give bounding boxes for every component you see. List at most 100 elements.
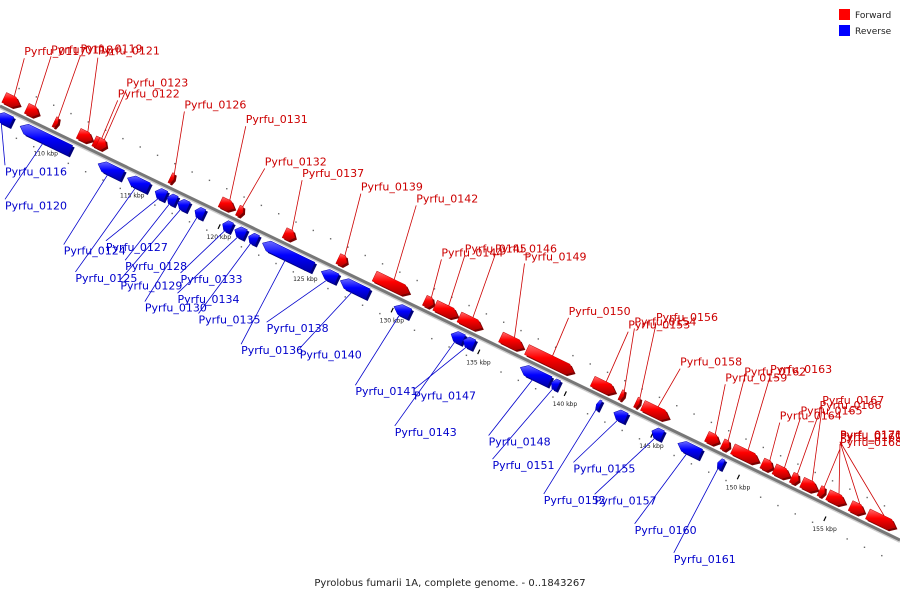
- gene-label[interactable]: Pyrfu_0118: [51, 43, 113, 56]
- gene-pyrfu-0155[interactable]: [613, 409, 629, 424]
- gene-pyrfu-0148[interactable]: [519, 365, 553, 387]
- gene-label[interactable]: Pyrfu_0143: [395, 426, 457, 439]
- gene-pyrfu-0151[interactable]: [551, 378, 562, 392]
- gene-label[interactable]: Pyrfu_0152: [544, 494, 606, 507]
- gene-label[interactable]: Pyrfu_0126: [184, 98, 246, 111]
- gene-pyrfu-0149[interactable]: [498, 331, 524, 351]
- gene-pyrfu-0131[interactable]: [217, 196, 235, 211]
- gene-label[interactable]: Pyrfu_0136: [241, 344, 303, 357]
- gene-pyrfu-0126[interactable]: [167, 172, 176, 184]
- gene-label[interactable]: Pyrfu_0164: [780, 410, 842, 423]
- gene-label[interactable]: Pyrfu_0131: [246, 113, 308, 126]
- gene-label[interactable]: Pyrfu_0159: [725, 371, 787, 384]
- gene-pyrfu-0117[interactable]: [1, 92, 21, 108]
- gene-pyrfu-0139[interactable]: [335, 253, 348, 267]
- gene-pyrfu-0162[interactable]: [719, 438, 730, 452]
- gene-label[interactable]: Pyrfu_0157: [595, 494, 657, 507]
- gene-label[interactable]: Pyrfu_0148: [489, 435, 551, 448]
- gene-label[interactable]: Pyrfu_0147: [414, 389, 476, 402]
- gene-pyrfu-0141[interactable]: [393, 304, 413, 320]
- gene-pyrfu-0124[interactable]: [97, 161, 125, 181]
- gene-pyrfu-0160[interactable]: [677, 441, 704, 460]
- gene-label[interactable]: Pyrfu_0162: [744, 366, 806, 379]
- gene-pyrfu-0128[interactable]: [166, 193, 179, 207]
- gene-pyrfu-0116[interactable]: [0, 112, 15, 128]
- gene-pyrfu-0161[interactable]: [717, 458, 726, 471]
- gene-pyrfu-0118[interactable]: [23, 103, 40, 118]
- gene-label[interactable]: Pyrfu_0171: [840, 429, 900, 442]
- gene-label[interactable]: Pyrfu_0155: [573, 462, 635, 475]
- gene-pyrfu-0146[interactable]: [456, 311, 483, 331]
- gene-label[interactable]: Pyrfu_0165: [800, 405, 862, 418]
- gene-pyrfu-0125[interactable]: [127, 175, 151, 194]
- gene-label[interactable]: Pyrfu_0119: [80, 43, 142, 56]
- gene-label[interactable]: Pyrfu_0128: [125, 260, 187, 273]
- gene-label[interactable]: Pyrfu_0146: [495, 242, 557, 255]
- gene-label[interactable]: Pyrfu_0116: [5, 165, 67, 178]
- gene-pyrfu-0153[interactable]: [589, 375, 616, 395]
- gene-pyrfu-0154[interactable]: [617, 389, 626, 401]
- gene-label[interactable]: Pyrfu_0137: [302, 167, 364, 180]
- gene-pyrfu-0145[interactable]: [432, 299, 458, 319]
- gene-label[interactable]: Pyrfu_0142: [416, 192, 478, 205]
- gene-pyrfu-0142[interactable]: [371, 270, 410, 296]
- gene-pyrfu-0165[interactable]: [771, 463, 791, 479]
- gene-pyrfu-0133[interactable]: [222, 220, 234, 234]
- gene-label[interactable]: Pyrfu_0163: [770, 363, 832, 376]
- gene-label[interactable]: Pyrfu_0166: [819, 399, 881, 412]
- gene-label[interactable]: Pyrfu_0158: [680, 356, 742, 369]
- gene-label[interactable]: Pyrfu_0145: [465, 243, 527, 256]
- gene-pyrfu-0156[interactable]: [633, 396, 641, 409]
- gene-label[interactable]: Pyrfu_0132: [265, 155, 327, 168]
- gene-pyrfu-0164[interactable]: [759, 457, 773, 472]
- gene-pyrfu-0134[interactable]: [234, 226, 248, 241]
- gene-pyrfu-0138[interactable]: [320, 269, 340, 285]
- gene-label[interactable]: Pyrfu_0141: [355, 385, 417, 398]
- gene-pyrfu-0132[interactable]: [235, 204, 244, 217]
- gene-pyrfu-0158[interactable]: [640, 400, 670, 421]
- gene-label[interactable]: Pyrfu_0150: [569, 305, 631, 318]
- gene-label[interactable]: Pyrfu_0140: [300, 348, 362, 361]
- gene-label[interactable]: Pyrfu_0144: [441, 246, 503, 259]
- gene-label[interactable]: Pyrfu_0123: [126, 77, 188, 90]
- gene-pyrfu-0123[interactable]: [94, 137, 107, 151]
- gene-pyrfu-0147[interactable]: [462, 336, 477, 351]
- gene-label[interactable]: Pyrfu_0156: [656, 311, 718, 324]
- gene-label[interactable]: Pyrfu_0161: [674, 553, 736, 566]
- gene-pyrfu-0121[interactable]: [75, 128, 93, 143]
- gene-label[interactable]: Pyrfu_0153: [628, 319, 690, 332]
- gene-label[interactable]: Pyrfu_0169: [840, 431, 900, 444]
- gene-pyrfu-0130[interactable]: [194, 206, 207, 220]
- gene-pyrfu-0152[interactable]: [595, 399, 603, 412]
- gene-label[interactable]: Pyrfu_0151: [493, 459, 555, 472]
- gene-label[interactable]: Pyrfu_0130: [145, 302, 207, 315]
- gene-label[interactable]: Pyrfu_0117: [24, 45, 86, 58]
- gene-pyrfu-0167[interactable]: [799, 476, 818, 493]
- gene-label[interactable]: Pyrfu_0167: [822, 394, 884, 407]
- gene-label[interactable]: Pyrfu_0139: [361, 181, 423, 194]
- gene-label[interactable]: Pyrfu_0122: [118, 87, 180, 100]
- gene-pyrfu-0137[interactable]: [281, 227, 296, 241]
- gene-label[interactable]: Pyrfu_0149: [524, 250, 586, 263]
- gene-label[interactable]: Pyrfu_0133: [181, 273, 243, 286]
- gene-pyrfu-0127[interactable]: [154, 188, 169, 202]
- gene-label[interactable]: Pyrfu_0121: [98, 45, 160, 58]
- gene-pyrfu-0163[interactable]: [730, 443, 760, 464]
- gene-pyrfu-0150[interactable]: [524, 344, 574, 375]
- gene-label[interactable]: Pyrfu_0170: [840, 429, 900, 442]
- gene-label[interactable]: Pyrfu_0160: [635, 524, 697, 537]
- gene-pyrfu-0135[interactable]: [248, 232, 260, 246]
- gene-pyrfu-0159[interactable]: [704, 431, 720, 446]
- gene-pyrfu-0157[interactable]: [651, 427, 665, 442]
- gene-label[interactable]: Pyrfu_0120: [5, 199, 67, 212]
- gene-pyrfu-0169[interactable]: [825, 489, 846, 506]
- gene-pyrfu-0166[interactable]: [788, 471, 799, 485]
- gene-label[interactable]: Pyrfu_0135: [199, 313, 261, 326]
- gene-label[interactable]: Pyrfu_0125: [75, 272, 137, 285]
- gene-label[interactable]: Pyrfu_0127: [106, 241, 168, 254]
- gene-label[interactable]: Pyrfu_0168: [840, 436, 900, 449]
- gene-pyrfu-0129[interactable]: [177, 198, 191, 213]
- gene-label[interactable]: Pyrfu_0138: [267, 322, 329, 335]
- gene-pyrfu-0136[interactable]: [262, 240, 316, 273]
- gene-pyrfu-0140[interactable]: [339, 278, 371, 300]
